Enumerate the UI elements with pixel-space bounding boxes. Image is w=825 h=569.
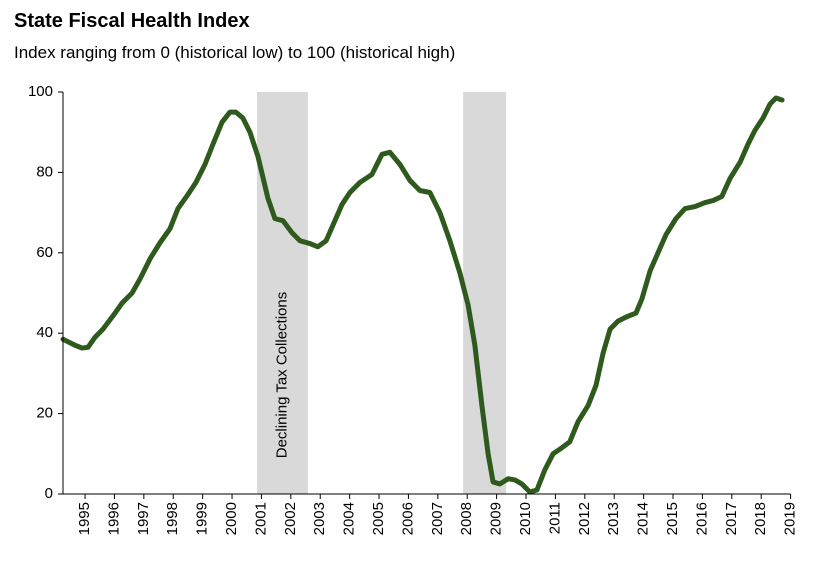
- chart-title: State Fiscal Health Index: [14, 10, 250, 32]
- x-tick-label: 2009: [488, 502, 505, 535]
- x-tick-label: 2003: [311, 502, 328, 535]
- region-label: Declining Tax Collections: [273, 292, 290, 458]
- chart-subtitle: Index ranging from 0 (historical low) to…: [14, 43, 455, 62]
- shaded-region: [257, 92, 308, 494]
- x-tick-label: 2008: [458, 502, 475, 535]
- x-tick-label: 2002: [282, 502, 299, 535]
- x-tick-label: 2016: [693, 502, 710, 535]
- x-tick-label: 2007: [429, 502, 446, 535]
- data-line: [60, 95, 785, 495]
- x-tick-label: 2018: [752, 502, 769, 535]
- x-tick-label: 2000: [223, 502, 240, 535]
- x-tick-label: 2001: [252, 502, 269, 535]
- x-tick-label: 2010: [517, 502, 534, 535]
- x-tick-label: 2019: [782, 502, 799, 535]
- x-tick-label: 2014: [635, 502, 652, 535]
- x-tick-label: 1997: [135, 502, 152, 535]
- x-tick-label: 1998: [164, 502, 181, 535]
- x-tick-label: 2012: [576, 502, 593, 535]
- x-tick-label: 2017: [723, 502, 740, 535]
- x-tick-label: 1996: [105, 502, 122, 535]
- x-tick-label: 1999: [194, 502, 211, 535]
- x-tick-label: 2006: [399, 502, 416, 535]
- x-tick-label: 2011: [546, 502, 563, 534]
- y-tick-label: 60: [36, 244, 53, 261]
- x-tick-label: 2004: [341, 502, 358, 535]
- y-tick-label: 0: [45, 485, 53, 502]
- y-tick-label: 40: [36, 324, 53, 341]
- y-tick-label: 100: [28, 83, 53, 100]
- x-tick-label: 2015: [664, 502, 681, 535]
- x-tick-label: 1995: [76, 502, 93, 535]
- y-tick-label: 80: [36, 163, 53, 180]
- y-tick-label: 20: [36, 405, 53, 422]
- x-tick-label: 2005: [370, 502, 387, 535]
- x-tick-label: 2013: [605, 502, 622, 535]
- plot-area: [60, 95, 785, 495]
